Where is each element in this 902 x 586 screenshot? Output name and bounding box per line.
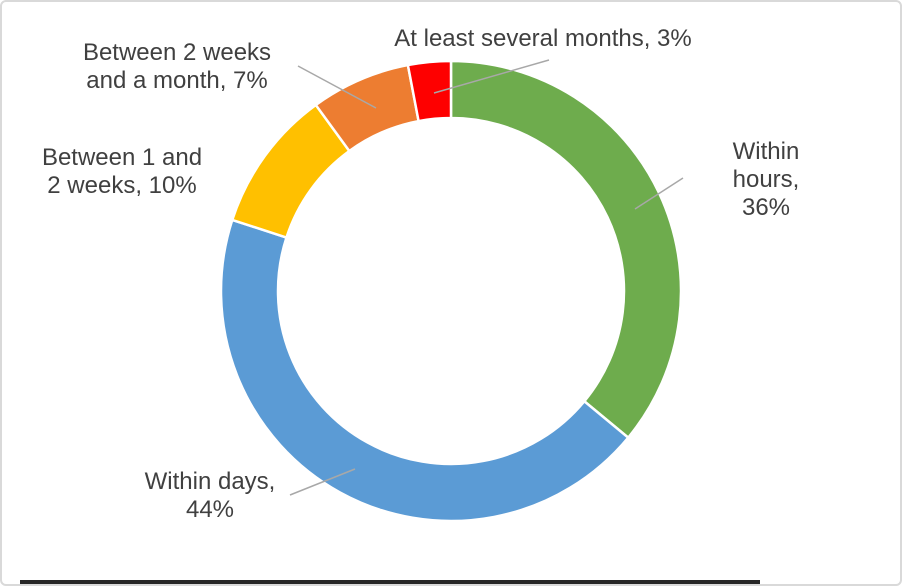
leader-line-within-days bbox=[289, 468, 356, 496]
leader-line-within-hours bbox=[634, 177, 684, 210]
leader-line-between-2-weeks-and-a-month bbox=[297, 65, 377, 109]
leader-line-at-least-several-months bbox=[433, 59, 550, 94]
slice-within-days[interactable] bbox=[219, 218, 630, 523]
slice-within-hours[interactable] bbox=[449, 59, 683, 440]
slice-at-least-several-months[interactable] bbox=[406, 59, 453, 123]
bottom-edge-artifact bbox=[20, 580, 760, 584]
